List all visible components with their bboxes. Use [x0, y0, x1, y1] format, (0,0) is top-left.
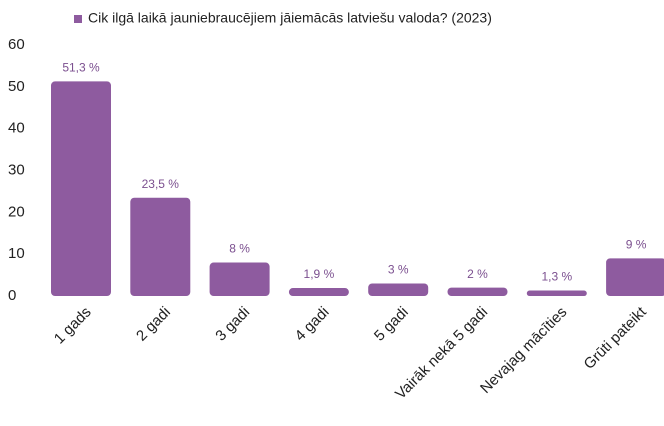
legend-label: Cik ilgā laikā jauniebraucējiem jāiemācā…: [88, 10, 492, 26]
data-label: 8 %: [229, 242, 250, 256]
bar: [288, 288, 349, 296]
y-tick-label: 30: [8, 161, 25, 178]
y-tick-label: 40: [8, 120, 25, 137]
x-tick-label: Grūti pateikt: [581, 303, 651, 373]
bar: [526, 290, 587, 296]
bar: [606, 258, 664, 296]
y-tick-label: 60: [8, 36, 25, 53]
x-tick-label: 3 gadi: [212, 304, 253, 345]
data-label: 3 %: [388, 263, 409, 277]
data-label: 9 %: [626, 238, 647, 252]
x-tick-label: 5 gadi: [371, 304, 412, 345]
data-label: 23,5 %: [142, 177, 180, 191]
bar: [209, 262, 270, 296]
y-tick-label: 20: [8, 203, 25, 220]
bar: [368, 283, 429, 296]
data-label: 2 %: [467, 267, 488, 281]
data-label: 1,9 %: [304, 267, 335, 281]
legend-swatch: [74, 15, 82, 23]
data-label: 51,3 %: [62, 61, 100, 75]
bar: [447, 287, 508, 296]
x-tick-label: 4 gadi: [292, 304, 333, 345]
x-tick-label: 1 gads: [51, 304, 95, 348]
y-tick-label: 50: [8, 78, 25, 95]
y-tick-label: 10: [8, 245, 25, 262]
x-tick-label: Nevajag mācīties: [477, 304, 570, 397]
bar: [51, 81, 111, 297]
y-tick-label: 0: [8, 287, 16, 304]
x-tick-label: 2 gadi: [133, 304, 174, 345]
bar: [130, 197, 191, 296]
data-label: 1,3 %: [541, 270, 572, 284]
